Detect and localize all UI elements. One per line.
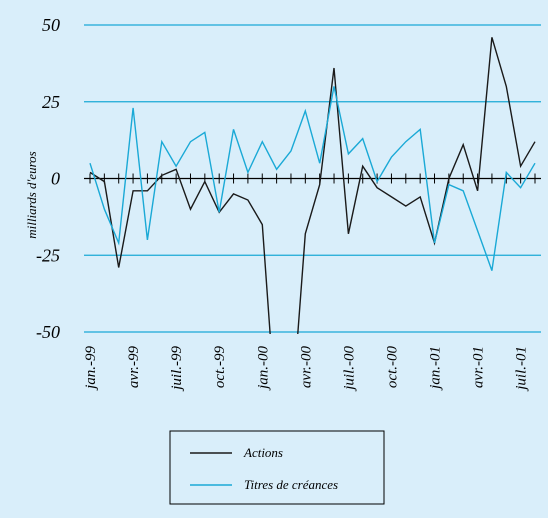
x-tick-label: oct.-00 [384,346,400,389]
x-tick-label: jan.-99 [83,346,99,391]
series-line-actions [89,37,536,334]
x-tick-label: oct.-99 [212,346,228,389]
x-tick-label: jan.-00 [255,346,271,391]
legend-label-actions: Actions [243,445,283,460]
x-tick-label: jan.-01 [428,346,444,391]
legend-box [169,430,385,505]
y-tick-label: -50 [36,322,60,342]
y-tick-labels: 50 25 0 -25 -50 [36,15,60,342]
series-layer [89,37,536,334]
x-tick-label: juil.-99 [169,346,185,392]
x-tick-label: avr.-00 [298,346,314,389]
grid-layer [84,24,541,333]
legend-label-titres: Titres de créances [244,477,338,492]
legend: Actions Titres de créances [169,430,385,505]
y-axis-label: milliards d'euros [24,151,39,238]
x-tick-label: avr.-99 [126,346,142,389]
x-tick-label: avr.-01 [471,346,487,388]
y-tick-label: 25 [42,92,60,112]
y-tick-label: -25 [36,245,60,265]
x-tick-labels: jan.-99 avr.-99 juil.-99 oct.-99 jan.-00 avr.… [83,346,530,392]
y-tick-label: 0 [51,169,60,189]
y-tick-label: 50 [42,15,60,35]
x-tick-label: juil.-00 [341,346,357,392]
series-line-titres-de-cr-ances [89,86,536,271]
x-tick-label: juil.-01 [514,346,530,392]
